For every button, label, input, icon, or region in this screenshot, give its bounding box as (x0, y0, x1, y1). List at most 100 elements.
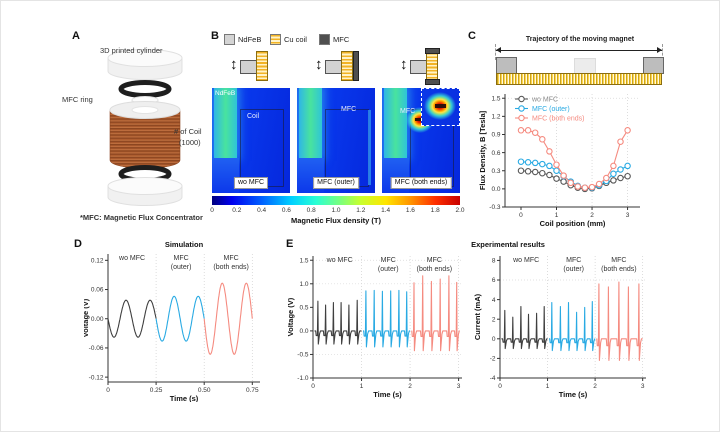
svg-text:MFC: MFC (427, 257, 442, 264)
svg-text:MFC (both ends): MFC (both ends) (532, 115, 585, 122)
moving-magnet-block (574, 58, 596, 74)
svg-text:-0.12: -0.12 (89, 374, 104, 381)
experimental-results-title: Experimental results (471, 240, 545, 249)
colorbar-tick: 1.4 (381, 207, 391, 214)
vertical-motion-arrow-icon: ↕ (315, 56, 323, 73)
svg-text:Voltage (V): Voltage (V) (84, 298, 90, 337)
chart-sim-voltage: 0 0.25 0.50 0.75 -0.12 -0.06 0.00 0.06 0.12 Time … (84, 240, 266, 402)
mfc-top-cap (424, 47, 440, 54)
svg-text:0.5: 0.5 (299, 305, 308, 312)
end-block-right (643, 57, 664, 74)
heatmap-tag: MFC (outer) (313, 177, 359, 189)
svg-text:3: 3 (626, 212, 630, 219)
vertical-motion-arrow-icon: ↕ (400, 56, 408, 73)
svg-text:MFC: MFC (381, 257, 396, 264)
magnet-field-region (384, 88, 407, 158)
schematic-mfc-both-ends: ↕ (400, 47, 444, 85)
mfc-field-stripe (368, 110, 371, 185)
svg-text:wo MFC: wo MFC (531, 96, 558, 103)
svg-text:0: 0 (492, 336, 496, 343)
mfc-ring-top (118, 80, 172, 98)
svg-text:MFC: MFC (174, 255, 189, 262)
heatmap-tag: MFC (both ends) (390, 177, 452, 189)
svg-text:0.6: 0.6 (491, 150, 500, 157)
ndfeb-region-label: NdFeB (215, 90, 236, 97)
svg-text:2: 2 (593, 383, 597, 390)
svg-text:6: 6 (492, 277, 496, 284)
coil-outline (240, 109, 284, 187)
svg-text:0: 0 (519, 212, 523, 219)
svg-text:1.5: 1.5 (299, 257, 308, 264)
mfc-swatch-icon (319, 34, 330, 45)
svg-text:MFC (outer): MFC (outer) (532, 106, 570, 113)
svg-text:MFC: MFC (224, 255, 239, 262)
trajectory-schematic: Trajectory of the moving magnet (490, 36, 670, 88)
colorbar-tick: 2.0 (455, 207, 465, 214)
svg-text:1.0: 1.0 (299, 281, 308, 288)
ndfeb-swatch-icon (224, 34, 235, 45)
svg-text:3: 3 (457, 383, 461, 390)
svg-text:0.0: 0.0 (299, 328, 308, 335)
magnet-block (325, 60, 342, 74)
coil-region-label: Coil (247, 113, 260, 120)
svg-text:8: 8 (492, 258, 496, 265)
svg-text:1.5: 1.5 (491, 95, 500, 102)
colorbar-ticks: 0 0.2 0.4 0.6 0.8 1.0 1.2 1.4 1.6 1.8 2.0 (210, 207, 464, 216)
schematic-mfc-outer: ↕ (315, 47, 359, 83)
colorbar (212, 196, 460, 205)
panel-d-label: D (74, 238, 82, 250)
svg-text:Voltage (V): Voltage (V) (288, 297, 295, 336)
trajectory-guide-right (662, 44, 663, 60)
svg-text:0.12: 0.12 (91, 258, 104, 265)
mfc-element-bar (435, 104, 446, 108)
svg-text:2: 2 (492, 316, 496, 323)
simulation-title: Simulation (164, 240, 204, 249)
heatmap-wo-mfc: NdFeB Coil wo MFC (212, 88, 290, 193)
exploded-cylinder-illustration (107, 49, 183, 206)
heatmap-mfc-outer: MFC MFC (outer) (297, 88, 375, 193)
svg-text:-2: -2 (490, 356, 496, 363)
mfc-element-bar (415, 118, 424, 121)
svg-text:-0.3: -0.3 (489, 204, 501, 211)
panel-c-label: C (468, 30, 476, 42)
svg-text:(both ends): (both ends) (213, 264, 248, 271)
colorbar-tick: 1.6 (405, 207, 415, 214)
svg-text:-1.0: -1.0 (297, 375, 309, 382)
trajectory-arrow-icon (496, 47, 662, 53)
svg-text:Time (s): Time (s) (170, 394, 199, 402)
svg-text:Time (s): Time (s) (559, 390, 588, 399)
svg-text:MFC: MFC (566, 257, 581, 264)
schematic-wo-mfc: ↕ (230, 47, 274, 83)
annotation-coil-count-1: # of Coil (174, 127, 202, 136)
heatmap-tag: wo MFC (233, 177, 269, 189)
cu-coil-swatch-icon (270, 34, 281, 45)
coil-outline (325, 109, 369, 187)
magnet-block (410, 60, 427, 74)
svg-text:0.0: 0.0 (491, 186, 500, 193)
colorbar-tick: 0.8 (306, 207, 316, 214)
bottom-lid (107, 177, 183, 206)
svg-text:Time (s): Time (s) (373, 390, 402, 399)
legend-mfc-label: MFC (333, 35, 350, 44)
svg-text:0: 0 (311, 383, 315, 390)
end-block-left (496, 57, 517, 74)
svg-text:(outer): (outer) (378, 266, 399, 273)
coil-bar (496, 73, 662, 85)
svg-text:(outer): (outer) (171, 264, 192, 271)
mfc-footnote: *MFC: Magnetic Flux Concentrator (80, 213, 203, 222)
svg-text:Flux Density, B [Tesla]: Flux Density, B [Tesla] (478, 110, 487, 190)
svg-text:MFC: MFC (611, 257, 626, 264)
chart-exp-current: 0 1 2 3 -4 -2 0 2 4 6 8 Time (s) Current (mA) wo MFC M… (472, 240, 652, 402)
svg-text:(outer): (outer) (563, 266, 584, 273)
svg-text:(both ends): (both ends) (601, 266, 636, 273)
svg-text:4: 4 (492, 297, 496, 304)
colorbar-tick: 1.0 (331, 207, 341, 214)
svg-text:Current (mA): Current (mA) (473, 293, 482, 340)
svg-text:1: 1 (555, 212, 559, 219)
legend-mfc: MFC (319, 34, 349, 45)
coil-block (256, 51, 268, 81)
legend-cu-coil-label: Cu coil (284, 35, 307, 44)
hotspot-inset (421, 88, 460, 126)
colorbar-tick: 0.4 (257, 207, 267, 214)
colorbar-tick: 0 (210, 207, 214, 214)
